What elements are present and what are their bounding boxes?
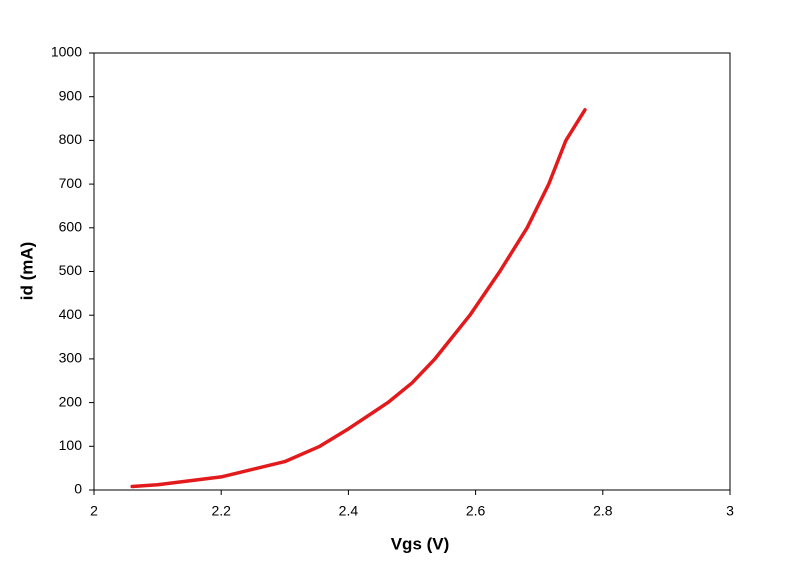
- y-tick-label: 300: [59, 350, 83, 366]
- y-tick-label: 400: [59, 306, 83, 322]
- x-tick-label: 3: [726, 503, 734, 519]
- x-axis-title: Vgs (V): [391, 534, 450, 553]
- data-line: [130, 108, 587, 489]
- x-tick-label: 2.4: [339, 503, 359, 519]
- plot-frame: [93, 52, 731, 491]
- x-tick-label: 2.6: [466, 503, 486, 519]
- y-tick-label: 700: [59, 175, 83, 191]
- x-tick-label: 2: [90, 503, 98, 519]
- y-tick-label: 900: [59, 87, 83, 103]
- y-tick-label: 1000: [51, 44, 82, 60]
- y-tick-label: 500: [59, 262, 83, 278]
- y-tick-label: 600: [59, 219, 83, 235]
- x-tick-label: 2.2: [211, 503, 231, 519]
- y-tick-label: 100: [59, 437, 83, 453]
- y-tick-label: 800: [59, 131, 83, 147]
- y-tick-label: 0: [74, 481, 82, 497]
- x-tick-label: 2.8: [593, 503, 613, 519]
- y-tick-label: 200: [59, 393, 83, 409]
- y-axis-title: id (mA): [17, 242, 36, 301]
